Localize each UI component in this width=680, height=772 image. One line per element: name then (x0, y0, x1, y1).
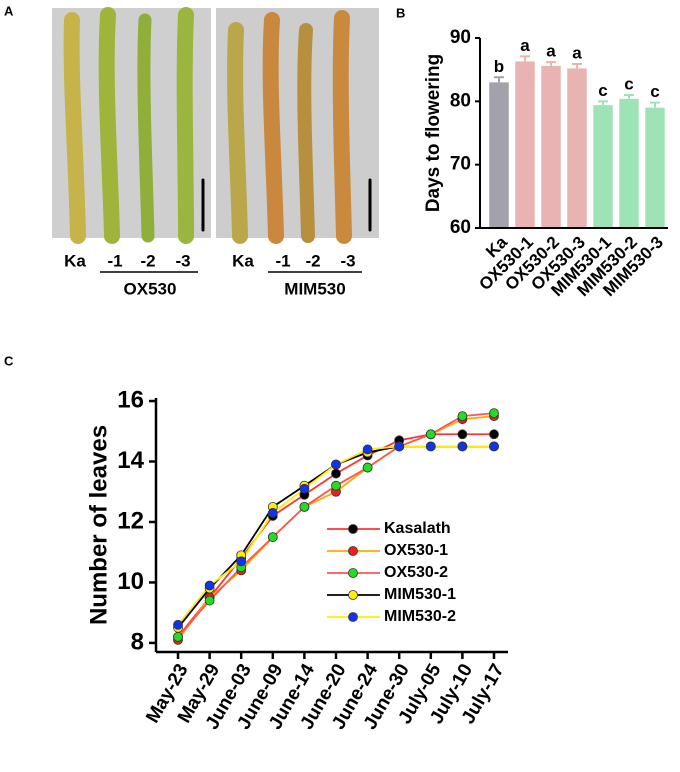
series-marker (331, 459, 341, 470)
photo-label: -1 (275, 251, 290, 270)
legend-label: OX530-2 (384, 564, 448, 581)
panel-label: A (4, 3, 14, 18)
bar (567, 68, 587, 229)
series-marker (236, 556, 247, 567)
photos: A OX530 MIM530 (4, 3, 379, 298)
photo-label: -3 (340, 251, 355, 270)
panicles-left (63, 7, 205, 244)
legend-label: OX530-1 (384, 542, 448, 559)
significance-letter: a (546, 42, 556, 61)
bar (515, 61, 535, 228)
y-tick-label: 80 (450, 90, 471, 111)
series-marker (362, 462, 373, 473)
panicles-right (227, 10, 372, 244)
y-axis-label: Days to flowering (423, 54, 444, 212)
significance-letter: a (520, 36, 530, 55)
photo-label: Ka (232, 251, 254, 270)
significance-letter: c (650, 82, 659, 101)
error-bar (572, 62, 582, 69)
bar (645, 107, 665, 228)
error-bar (494, 76, 504, 83)
series-marker (425, 441, 436, 452)
series-marker (457, 411, 468, 422)
series-marker (457, 429, 468, 440)
significance-letter: b (494, 57, 504, 76)
series-marker (299, 483, 310, 494)
series-marker (204, 580, 215, 591)
photo-label: -1 (107, 251, 122, 270)
series-marker (331, 468, 341, 479)
group-label: OX530 (124, 279, 177, 298)
legend-label: MIM530-1 (384, 586, 456, 603)
bar (619, 98, 639, 228)
series-marker (362, 444, 373, 455)
legend-marker (348, 590, 358, 600)
series-marker (489, 441, 499, 452)
y-tick-label: 16 (117, 386, 144, 413)
y-tick-label: 10 (117, 568, 144, 595)
series-marker (489, 429, 499, 440)
series-marker (299, 501, 310, 512)
bar (593, 105, 613, 228)
error-bar (520, 55, 530, 62)
y-tick-label: 8 (131, 628, 144, 655)
significance-letter: c (598, 81, 607, 100)
y-tick-label: 90 (450, 27, 471, 48)
panel-label: B (396, 5, 405, 20)
series-marker (457, 441, 468, 452)
series-marker (331, 480, 341, 491)
error-bar (650, 101, 660, 108)
series-marker (173, 619, 183, 630)
legend-marker (348, 524, 358, 534)
group-label: MIM530 (284, 279, 345, 298)
y-axis-label: Number of leaves (85, 425, 112, 625)
bar (489, 82, 509, 228)
series-marker (267, 508, 278, 518)
y-tick-label: 14 (117, 447, 144, 474)
error-bar (598, 100, 608, 106)
legend-label: MIM530-2 (384, 608, 456, 625)
series-marker (204, 595, 215, 606)
y-tick-label: 12 (117, 507, 144, 534)
bar (541, 65, 561, 228)
photo-label: -2 (305, 251, 320, 270)
y-tick-label: 70 (450, 154, 471, 175)
panel-label: C (4, 353, 14, 368)
error-bar (624, 94, 634, 99)
legend-marker (348, 568, 358, 578)
legend-marker (348, 612, 358, 622)
series-marker (394, 441, 405, 452)
series-marker (267, 532, 278, 542)
series-marker (173, 631, 183, 642)
photo-label: Ka (64, 251, 86, 270)
error-bar (546, 61, 556, 66)
photo-label: -2 (140, 251, 155, 270)
significance-letter: c (624, 74, 633, 93)
legend-marker (348, 546, 358, 556)
y-tick-label: 60 (450, 217, 471, 238)
series-marker (489, 408, 499, 419)
photo-label: -3 (175, 251, 190, 270)
series-marker (425, 429, 436, 440)
significance-letter: a (572, 43, 582, 62)
legend-label: Kasalath (384, 520, 451, 537)
